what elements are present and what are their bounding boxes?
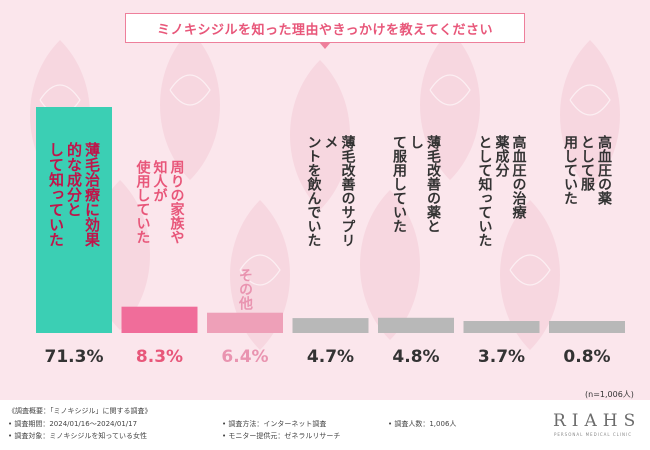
sample-size-note: (n=1,006人) <box>585 390 634 399</box>
survey-target: • 調査対象：ミノキシジルを知っている女性 <box>8 432 148 440</box>
bar-1 <box>36 107 112 333</box>
bar-2 <box>121 306 198 333</box>
category-label-line: ントを飲んでいた <box>306 135 323 247</box>
chart-title: ミノキシジルを知った理由やきっかけを教えてください <box>157 22 493 38</box>
value-label-3: 6.4% <box>221 347 268 367</box>
category-label-3: その他 <box>237 268 254 311</box>
category-label-line: 的な成分と <box>65 141 83 217</box>
category-label-line: 周りの家族や <box>169 160 185 244</box>
bar-5 <box>378 317 454 333</box>
category-label-line: メ <box>323 135 339 149</box>
value-label-7: 0.8% <box>563 347 610 367</box>
category-label-line: て服用していた <box>391 135 407 233</box>
background-ornament <box>30 30 620 350</box>
survey-people: • 調査人数：1,006人 <box>388 420 457 428</box>
category-label-line: 薄毛改善の薬と <box>425 134 441 233</box>
riahs-logo: RIAHS PERSONAL MEDICAL CLINIC <box>553 411 642 437</box>
survey-overview: 《調査概要：「ミノキシジル」に関する調査》 <box>8 407 152 415</box>
category-label-line: 用していた <box>562 135 578 205</box>
monitor-provider: • モニター提供元：ゼネラルリサーチ <box>222 432 341 440</box>
category-label-line: 薬成分 <box>494 134 510 178</box>
category-label-line: として知っていた <box>477 135 493 247</box>
bar-4 <box>292 318 369 333</box>
footer: 《調査概要：「ミノキシジル」に関する調査》 • 調査期間：2024/01/16～… <box>0 400 650 450</box>
value-label-6: 3.7% <box>478 347 525 367</box>
category-label-line: 薄毛改善のサプリ <box>340 134 356 247</box>
title-pointer <box>319 42 331 49</box>
bar-3 <box>207 312 283 333</box>
value-label-1: 71.3% <box>45 347 104 367</box>
survey-method: • 調査方法：インターネット調査 <box>222 420 327 428</box>
value-label-2: 8.3% <box>136 347 183 367</box>
category-label-line: 高血圧の治療 <box>511 134 527 220</box>
category-label-line: その他 <box>237 268 254 311</box>
value-label-4: 4.7% <box>307 347 354 367</box>
category-label-line: 使用していた <box>135 159 152 244</box>
category-label-line: として服 <box>579 135 595 192</box>
value-label-5: 4.8% <box>392 347 439 367</box>
category-label-line: 薄毛治療に効果 <box>83 141 101 248</box>
chart-title-box: ミノキシジルを知った理由やきっかけを教えてください <box>125 13 525 43</box>
category-label-line: 知人が <box>152 159 168 202</box>
category-label-line: して知っていた <box>47 142 65 247</box>
category-label-line: し <box>408 135 424 149</box>
survey-period: • 調査期間：2024/01/16～2024/01/17 <box>8 420 138 428</box>
category-label-line: 高血圧の薬 <box>596 134 612 206</box>
bar-6 <box>463 321 540 333</box>
bar-7 <box>549 321 625 333</box>
